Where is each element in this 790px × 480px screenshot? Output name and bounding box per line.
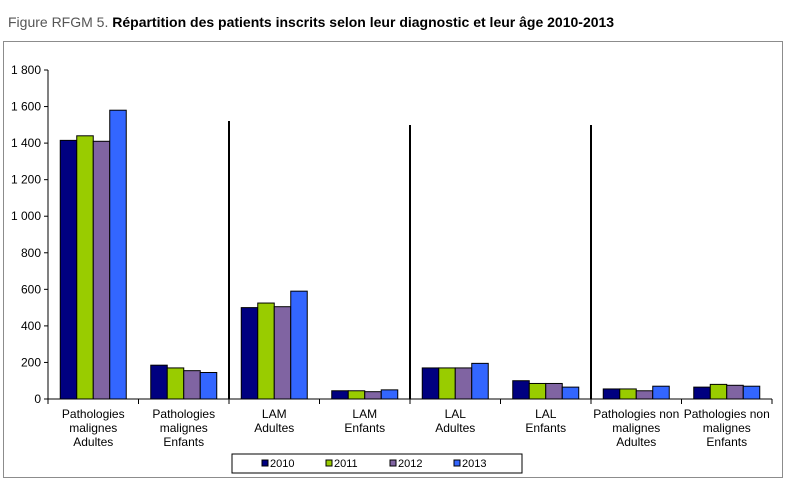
bar-2012-cat-2 (273, 306, 292, 400)
bar-2012-cat-7 (726, 384, 744, 400)
y-tick-label: 600 (21, 282, 41, 296)
category-label: Enfants (706, 435, 747, 449)
bar-2012-cat-3 (364, 391, 382, 400)
chart-frame (3, 41, 783, 478)
bar-2013-cat-2 (290, 290, 308, 400)
bar-2010-cat-6 (602, 388, 621, 400)
category-label: Pathologies non (684, 407, 770, 421)
bar-2013-cat-4 (471, 362, 489, 400)
category-label: Pathologies (152, 407, 215, 421)
category-label: LAM (352, 407, 377, 421)
legend-label-2010: 2010 (270, 458, 294, 470)
y-tick-label: 1 400 (11, 136, 41, 150)
bar-2010-cat-7 (693, 386, 711, 400)
y-tick-label: 1 800 (11, 63, 41, 77)
category-label: Adultes (73, 435, 113, 449)
y-tick-label: 400 (21, 319, 41, 333)
y-tick-label: 1 600 (11, 100, 41, 114)
bar-2011-cat-6 (619, 388, 637, 400)
category-label: LAL (445, 407, 467, 421)
legend-label-2011: 2011 (334, 458, 358, 470)
category-label: LAM (262, 407, 287, 421)
category-label: malignes (69, 421, 117, 435)
category-label: Adultes (616, 435, 656, 449)
category-label: Adultes (435, 421, 475, 435)
category-label: malignes (160, 421, 208, 435)
bar-2011-cat-5 (528, 382, 547, 400)
category-label: Adultes (254, 421, 294, 435)
bar-2011-cat-1 (166, 367, 185, 400)
legend-label-2013: 2013 (462, 458, 486, 470)
bar-2013-cat-1 (199, 371, 218, 400)
bar-2010-cat-2 (240, 307, 259, 400)
y-tick-label: 200 (21, 355, 41, 369)
bar-2010-cat-0 (59, 139, 78, 400)
y-tick-label: 800 (21, 246, 41, 260)
bar-2011-cat-7 (709, 383, 728, 400)
bar-2010-cat-5 (512, 380, 530, 400)
y-tick-label: 1 000 (11, 209, 41, 223)
bar-2010-cat-1 (150, 364, 168, 400)
bar-2010-cat-3 (331, 390, 349, 400)
category-label: Pathologies non (593, 407, 679, 421)
legend-label-2012: 2012 (398, 458, 422, 470)
legend-swatch-2011 (325, 459, 333, 467)
category-label: malignes (612, 421, 660, 435)
bar-2013-cat-6 (652, 385, 670, 400)
legend-swatch-2013 (453, 459, 461, 467)
legend-swatch-2012 (389, 459, 397, 467)
bar-2011-cat-2 (257, 302, 275, 400)
figure-title-prefix: Figure RFGM 5. (8, 14, 109, 30)
figure-title-main: Répartition des patients inscrits selon … (112, 14, 615, 30)
figure-title: Figure RFGM 5. Répartition des patients … (8, 14, 614, 30)
bar-2012-cat-0 (92, 140, 111, 400)
legend-box (231, 453, 523, 474)
bar-2010-cat-4 (421, 367, 440, 400)
category-label: malignes (703, 421, 751, 435)
y-tick-label: 0 (34, 392, 41, 406)
category-label: Pathologies (62, 407, 125, 421)
category-label: Enfants (163, 435, 204, 449)
bar-2013-cat-5 (561, 386, 580, 400)
bar-2012-cat-1 (183, 370, 201, 400)
category-label: Enfants (344, 421, 385, 435)
bar-2012-cat-5 (545, 382, 563, 400)
legend-swatch-2010 (261, 459, 269, 467)
bar-2013-cat-3 (380, 389, 399, 400)
bar-2011-cat-4 (438, 367, 456, 400)
bar-2012-cat-6 (635, 390, 654, 400)
bar-2011-cat-0 (76, 135, 94, 400)
y-tick-label: 1 200 (11, 173, 41, 187)
category-label: LAL (535, 407, 557, 421)
bar-2011-cat-3 (347, 390, 366, 400)
bar-2013-cat-0 (109, 109, 127, 400)
bar-2013-cat-7 (742, 385, 761, 400)
bar-2012-cat-4 (454, 367, 473, 400)
category-label: Enfants (525, 421, 566, 435)
